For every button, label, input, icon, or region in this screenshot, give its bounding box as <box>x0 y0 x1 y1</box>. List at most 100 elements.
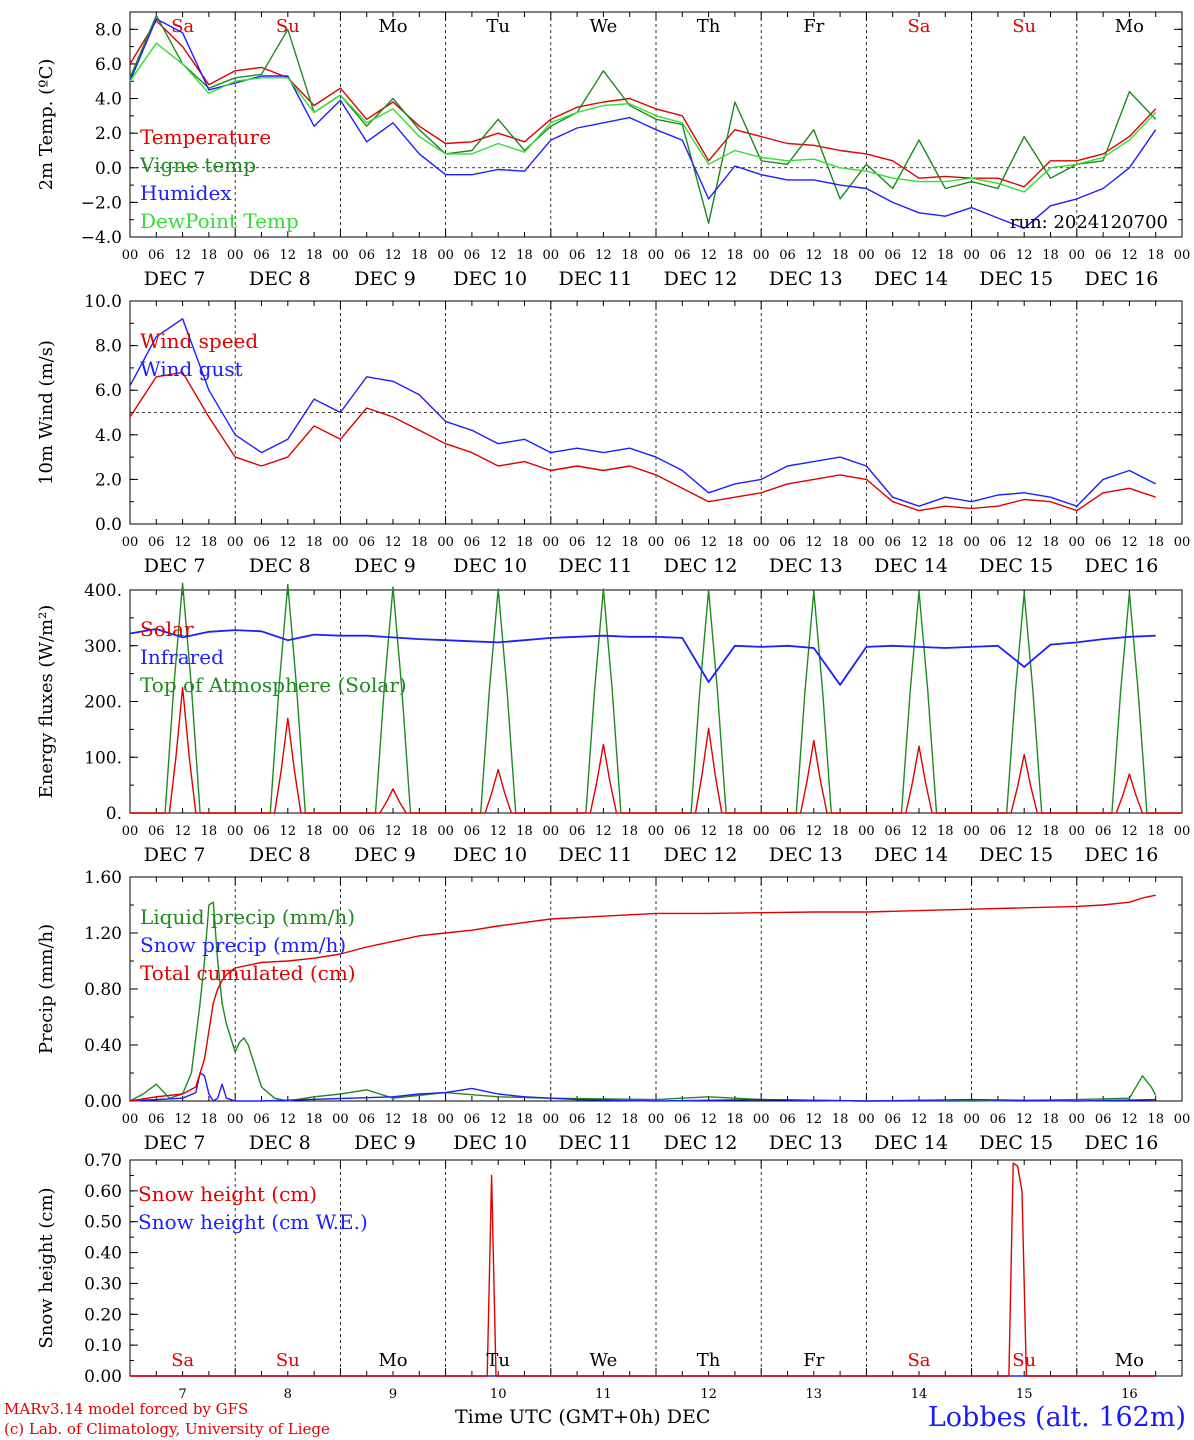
hour-tick-label: 00 <box>753 248 770 263</box>
weekday-label: Su <box>1012 16 1036 37</box>
date-label: DEC 10 <box>453 555 527 577</box>
series-line <box>129 318 1157 507</box>
legend-entry: Liquid precip (mm/h) <box>140 905 355 929</box>
y-tick-label: 2.0 <box>95 124 122 144</box>
y-axis-label: 2m Temp. (ºC) <box>36 59 57 191</box>
hour-tick-label: 06 <box>1095 535 1112 550</box>
hour-tick-label: 18 <box>621 824 638 839</box>
hour-tick-label: 06 <box>358 535 375 550</box>
day-number-label: 11 <box>595 1387 612 1402</box>
hour-tick-label: 18 <box>727 248 744 263</box>
day-number-label: 12 <box>700 1387 717 1402</box>
date-label: DEC 12 <box>664 268 738 290</box>
x-axis-labels: 00 06 12 18 00 06 12 18 00 06 12 18 00 06 12 18 00 06 12 18… <box>122 535 1191 577</box>
hour-tick-label: 00 <box>858 824 875 839</box>
y-tick-label: 0. <box>106 804 122 824</box>
date-label: DEC 7 <box>144 268 206 290</box>
hour-tick-label: 18 <box>1147 1112 1164 1127</box>
legend-entry: Snow height (cm W.E.) <box>138 1210 368 1234</box>
x-axis-title: Time UTC (GMT+0h) DEC <box>455 1406 710 1428</box>
day-number-label: 7 <box>178 1387 186 1402</box>
hour-tick-label: 00 <box>753 535 770 550</box>
hour-tick-label: 12 <box>174 1112 191 1127</box>
date-label: DEC 11 <box>558 555 632 577</box>
hour-tick-label: 12 <box>385 248 402 263</box>
hour-tick-label: 00 <box>122 1112 139 1127</box>
hour-tick-label: 06 <box>358 1112 375 1127</box>
hour-tick-label: 06 <box>569 535 586 550</box>
date-label: DEC 16 <box>1084 555 1158 577</box>
panel-4: 1.60 1.20 0.80 0.40 0.00 Precip (mm/h) Liquid … <box>36 868 1183 1112</box>
y-tick-label: 0.60 <box>84 1182 122 1202</box>
day-number-label: 8 <box>284 1387 292 1402</box>
hour-tick-label: 06 <box>990 535 1007 550</box>
y-axis-label: Precip (mm/h) <box>36 924 57 1054</box>
hour-tick-label: 00 <box>437 1112 454 1127</box>
hour-tick-label: 00 <box>858 1112 875 1127</box>
day-number-label: 16 <box>1121 1387 1138 1402</box>
hour-tick-label: 06 <box>884 535 901 550</box>
day-number-label: 13 <box>806 1387 823 1402</box>
hour-tick-label: 12 <box>911 1112 928 1127</box>
hour-tick-label: 12 <box>595 535 612 550</box>
hour-tick-label: 18 <box>621 1112 638 1127</box>
hour-tick-label: 00 <box>227 535 244 550</box>
hour-tick-label: 00 <box>332 248 349 263</box>
legend-entry: Infrared <box>140 645 224 669</box>
y-tick-label: 0.00 <box>84 1367 122 1387</box>
y-tick-label: 6.0 <box>95 55 122 75</box>
hour-tick-label: 12 <box>1121 535 1138 550</box>
hour-tick-label: 18 <box>1042 824 1059 839</box>
hour-tick-label: 12 <box>1016 535 1033 550</box>
weekday-label: Su <box>276 1350 300 1371</box>
date-label: DEC 14 <box>874 555 948 577</box>
y-tick-label: 0.0 <box>95 515 122 535</box>
hour-tick-label: 12 <box>1016 1112 1033 1127</box>
date-label: DEC 16 <box>1084 268 1158 290</box>
weekday-label: Sa <box>171 1350 194 1371</box>
legend-entry: DewPoint Temp <box>140 209 299 233</box>
hour-tick-label: 00 <box>543 248 560 263</box>
panel-2: 10.0 8.0 6.0 4.0 2.0 0.0 10m Wind (m/s) Wind sp… <box>36 292 1183 535</box>
weekday-label: Mo <box>378 16 407 37</box>
weekday-label: Su <box>1012 1350 1036 1371</box>
hour-tick-label: 06 <box>358 824 375 839</box>
date-label: DEC 16 <box>1084 1132 1158 1154</box>
x-axis-labels: 00 06 12 18 00 06 12 18 00 06 12 18 00 06 12 18 00 06 12 18… <box>122 1112 1191 1154</box>
date-label: DEC 13 <box>769 1132 843 1154</box>
y-tick-label: 100. <box>84 748 122 768</box>
date-label: DEC 9 <box>354 844 416 866</box>
y-tick-label: 200. <box>84 693 122 713</box>
date-label: DEC 14 <box>874 1132 948 1154</box>
hour-tick-label: 12 <box>280 824 297 839</box>
hour-tick-label: 18 <box>411 248 428 263</box>
date-label: DEC 7 <box>144 1132 206 1154</box>
hour-tick-label: 12 <box>806 824 823 839</box>
series-line <box>129 628 1156 686</box>
hour-tick-label: 06 <box>464 1112 481 1127</box>
y-tick-label: 0.0 <box>95 159 122 179</box>
date-label: DEC 15 <box>979 268 1053 290</box>
hour-tick-label: 12 <box>806 1112 823 1127</box>
lab-credit: (c) Lab. of Climatology, University of L… <box>4 1420 330 1438</box>
series-line <box>130 1162 1156 1377</box>
date-label: DEC 12 <box>664 555 738 577</box>
series-line <box>129 1072 1156 1102</box>
weekday-label: Su <box>276 16 300 37</box>
hour-tick-label: 12 <box>490 248 507 263</box>
model-credit: MARv3.14 model forced by GFS <box>4 1400 249 1418</box>
weekday-label: Fr <box>803 1350 824 1371</box>
hour-tick-label: 12 <box>280 1112 297 1127</box>
date-label: DEC 12 <box>664 844 738 866</box>
y-tick-label: 400. <box>84 581 122 601</box>
day-number-label: 9 <box>389 1387 397 1402</box>
hour-tick-label: 00 <box>753 1112 770 1127</box>
y-tick-label: 0.50 <box>84 1213 122 1233</box>
hour-tick-label: 00 <box>963 1112 980 1127</box>
hour-tick-label: 18 <box>201 824 218 839</box>
hour-tick-label: 12 <box>490 1112 507 1127</box>
hour-tick-label: 06 <box>148 824 165 839</box>
hour-tick-label: 06 <box>674 535 691 550</box>
hour-tick-label: 18 <box>832 248 849 263</box>
weekday-label: Mo <box>378 1350 407 1371</box>
